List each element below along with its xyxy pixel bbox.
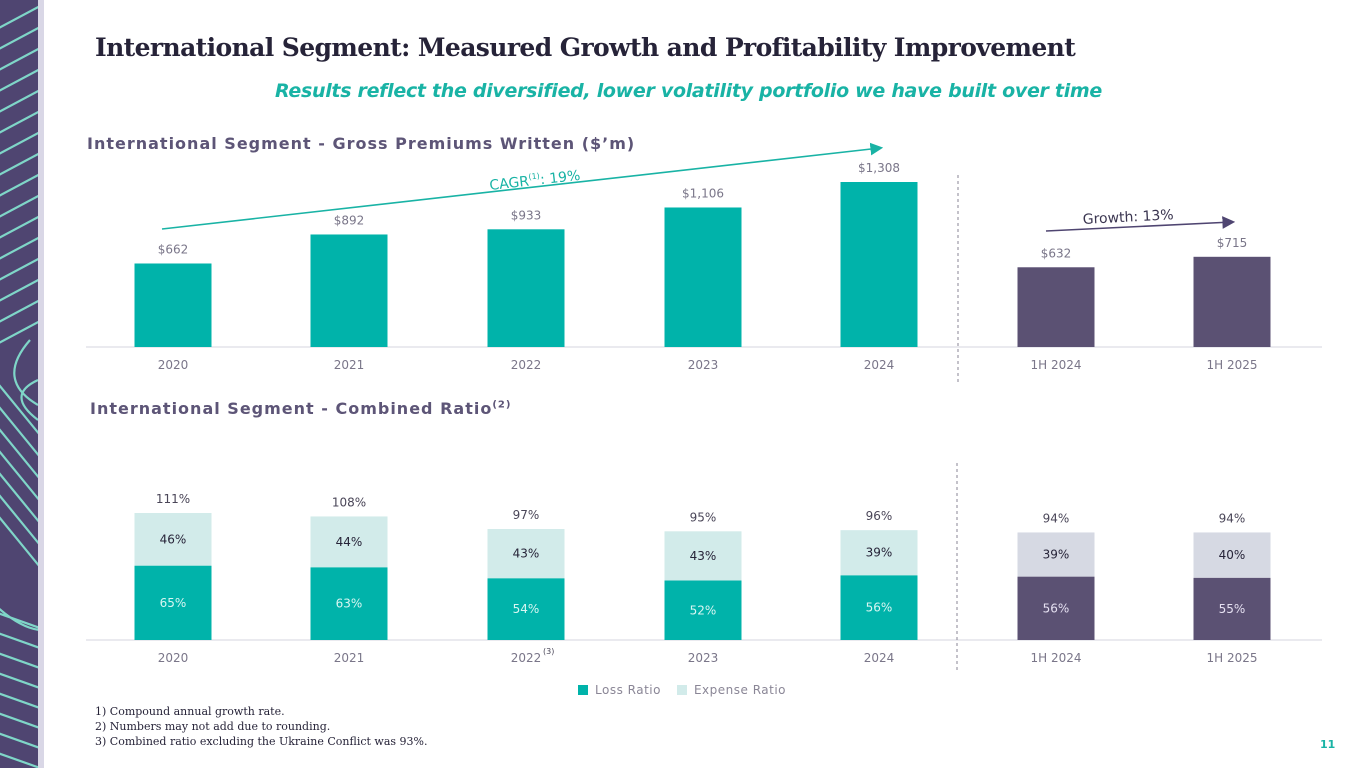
legend-item-expense-ratio: Expense Ratio	[676, 683, 786, 697]
decorative-side-panel	[0, 0, 38, 768]
cr-x-tick-label: 1H 2025	[1206, 651, 1257, 665]
loss-ratio-label: 65%	[160, 596, 187, 610]
cr-x-tick-label: 1H 2024	[1030, 651, 1081, 665]
combined-ratio-chart-title: International Segment - Combined Ratio(2…	[90, 399, 511, 418]
expense-ratio-bar-1h-2025	[1193, 532, 1271, 578]
expense-ratio-bar-2023	[664, 531, 742, 581]
legend-label-expense-ratio: Expense Ratio	[693, 683, 786, 697]
legend-swatch-expense-ratio	[676, 685, 687, 695]
cr-x-tick-label: 2020	[158, 651, 189, 665]
gpw-x-tick-label: 2021	[334, 358, 365, 372]
gpw-data-label: $632	[1041, 246, 1072, 260]
expense-ratio-bar-2020	[134, 513, 212, 566]
decorative-line-pattern	[0, 5, 38, 768]
expense-ratio-label: 39%	[1043, 548, 1070, 562]
combined-ratio-total-label: 96%	[866, 509, 893, 523]
expense-ratio-label: 46%	[160, 532, 187, 546]
gpw-x-tick-label: 1H 2025	[1206, 358, 1257, 372]
combined-ratio-total-label: 97%	[513, 508, 540, 522]
loss-ratio-bar-1h-2025	[1193, 577, 1271, 640]
chart-legend: Loss Ratio Expense Ratio	[578, 683, 802, 697]
footnote-2: 2) Numbers may not add due to rounding.	[95, 720, 331, 733]
combined-ratio-total-label: 94%	[1043, 511, 1070, 525]
side-panel-edge	[38, 0, 44, 768]
combined-ratio-total-label: 94%	[1219, 511, 1246, 525]
page-number: 11	[1320, 738, 1336, 751]
growth-arrow	[1045, 216, 1236, 232]
loss-ratio-bar-2020	[134, 565, 212, 640]
expense-ratio-label: 44%	[336, 535, 363, 549]
gpw-bar-2023	[664, 207, 742, 347]
loss-ratio-label: 55%	[1219, 602, 1246, 616]
combined-ratio-title-text: International Segment - Combined Ratio	[90, 399, 493, 418]
legend-item-loss-ratio: Loss Ratio	[578, 683, 661, 697]
gpw-bar-2021	[310, 234, 388, 347]
gpw-bar-2020	[134, 263, 212, 347]
gpw-bar-2024	[840, 182, 918, 347]
combined-ratio-total-label: 111%	[156, 492, 190, 506]
gpw-data-label: $1,106	[682, 186, 724, 200]
gpw-bar-2022	[487, 229, 565, 347]
combined-ratio-total-label: 108%	[332, 495, 366, 509]
cr-x-tick-label: 2023	[688, 651, 719, 665]
slide-title: International Segment: Measured Growth a…	[95, 33, 1076, 62]
cagr-annotation: CAGR(1): 19%	[489, 167, 582, 194]
expense-ratio-bar-2022	[487, 529, 565, 579]
gpw-chart-title: International Segment - Gross Premiums W…	[87, 134, 636, 153]
gpw-x-tick-label: 1H 2024	[1030, 358, 1081, 372]
loss-ratio-bar-2022	[487, 578, 565, 640]
expense-ratio-bar-2021	[310, 516, 388, 568]
growth-annotation: Growth: 13%	[1082, 207, 1174, 228]
loss-ratio-bar-2021	[310, 567, 388, 640]
gpw-x-tick-label: 2020	[158, 358, 189, 372]
legend-label-loss-ratio: Loss Ratio	[595, 683, 661, 697]
gpw-x-tick-label: 2024	[864, 358, 895, 372]
loss-ratio-label: 56%	[1043, 601, 1070, 615]
loss-ratio-bar-2023	[664, 580, 742, 640]
expense-ratio-bar-1h-2024	[1017, 532, 1095, 577]
expense-ratio-label: 39%	[866, 546, 893, 560]
gpw-data-label: $1,308	[858, 161, 900, 175]
footnotes: 1) Compound annual growth rate. 2) Numbe…	[95, 704, 427, 749]
gpw-data-label: $892	[334, 213, 365, 227]
footnote-3: 3) Combined ratio excluding the Ukraine …	[95, 735, 428, 748]
gpw-data-label: $715	[1217, 236, 1248, 250]
footnote-1: 1) Compound annual growth rate.	[95, 705, 285, 718]
expense-ratio-label: 40%	[1219, 548, 1246, 562]
title-footnote-ref: (2)	[492, 399, 512, 411]
expense-ratio-label: 43%	[690, 549, 717, 563]
gpw-x-tick-label: 2022	[511, 358, 542, 372]
cr-x-tick-label: 2024	[864, 651, 895, 665]
decorative-lines	[0, 5, 38, 768]
loss-ratio-label: 56%	[866, 601, 893, 615]
cagr-arrow	[161, 142, 884, 230]
cr-x-tick-label: 2021	[334, 651, 365, 665]
cr-x-tick-footnote-ref: (3)	[543, 647, 554, 656]
gpw-data-label: $933	[511, 208, 542, 222]
gpw-x-tick-label: 2023	[688, 358, 719, 372]
legend-swatch-loss-ratio	[578, 685, 588, 695]
loss-ratio-bar-2024	[840, 575, 918, 640]
gpw-bar-1h-2025	[1193, 256, 1271, 347]
gpw-data-label: $662	[158, 242, 189, 256]
gpw-bar-1h-2024	[1017, 267, 1095, 347]
cr-x-tick-label: 2022	[511, 651, 542, 665]
loss-ratio-label: 52%	[690, 603, 717, 617]
loss-ratio-label: 63%	[336, 597, 363, 611]
combined-ratio-total-label: 95%	[690, 510, 717, 524]
loss-ratio-bar-1h-2024	[1017, 576, 1095, 640]
loss-ratio-label: 54%	[513, 602, 540, 616]
expense-ratio-label: 43%	[513, 547, 540, 561]
slide-subtitle: Results reflect the diversified, lower v…	[275, 80, 1103, 102]
expense-ratio-bar-2024	[840, 530, 918, 576]
